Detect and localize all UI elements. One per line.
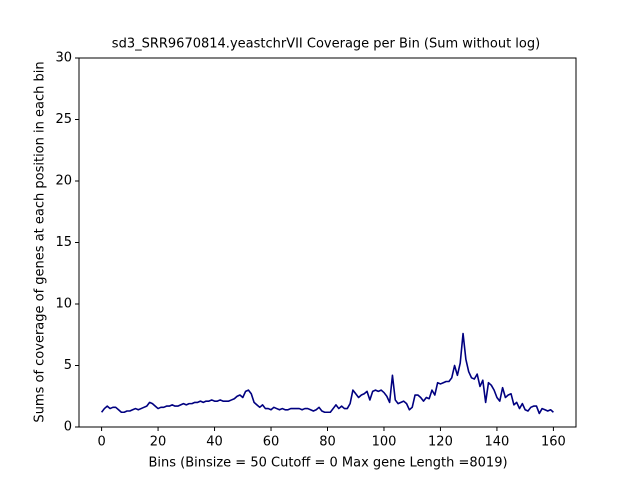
x-tick-label: 120 <box>428 435 453 450</box>
y-tick-label: 5 <box>64 358 72 373</box>
y-tick-label: 20 <box>55 174 72 189</box>
x-tick-label: 40 <box>206 435 223 450</box>
y-tick-label: 15 <box>55 235 72 250</box>
y-axis-label: Sums of coverage of genes at each positi… <box>33 61 48 422</box>
y-tick-label: 30 <box>55 51 72 66</box>
x-tick-label: 60 <box>263 435 280 450</box>
x-axis-label: Bins (Binsize = 50 Cutoff = 0 Max gene L… <box>148 456 507 471</box>
x-tick-label: 160 <box>541 435 566 450</box>
y-tick-label: 10 <box>55 297 72 312</box>
x-tick-label: 140 <box>485 435 510 450</box>
x-tick-label: 20 <box>150 435 167 450</box>
chart-title: sd3_SRR9670814.yeastchrVII Coverage per … <box>112 37 540 52</box>
y-tick-label: 0 <box>64 420 72 435</box>
data-line <box>100 332 554 415</box>
x-tick-label: 100 <box>372 435 397 450</box>
x-tick-label: 80 <box>319 435 336 450</box>
axes-frame <box>78 57 577 428</box>
y-tick-label: 25 <box>55 112 72 127</box>
x-tick-label: 0 <box>97 435 105 450</box>
